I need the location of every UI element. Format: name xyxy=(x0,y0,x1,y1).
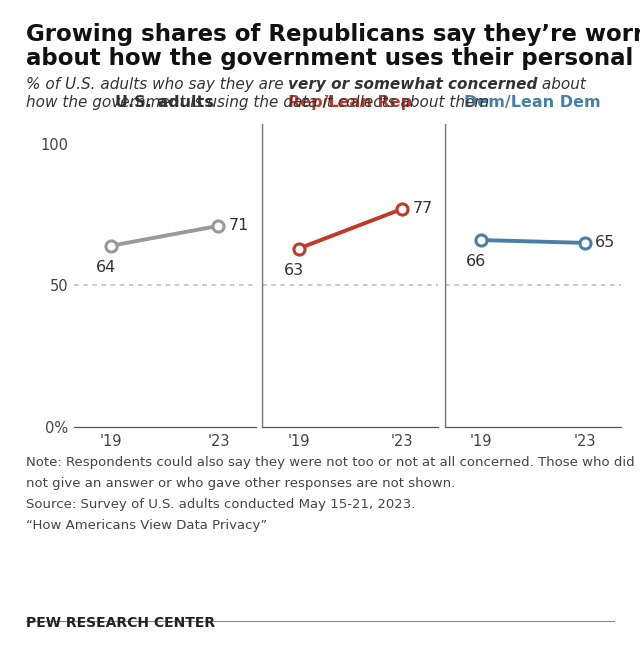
Text: Dem/Lean Dem: Dem/Lean Dem xyxy=(465,95,601,110)
Text: Note: Respondents could also say they were not too or not at all concerned. Thos: Note: Respondents could also say they we… xyxy=(26,456,634,469)
Text: 66: 66 xyxy=(466,254,486,269)
Text: Rep/Lean Rep: Rep/Lean Rep xyxy=(289,95,412,110)
Text: about: about xyxy=(538,77,586,92)
Text: U.S. adults: U.S. adults xyxy=(115,95,214,110)
Text: very or somewhat concerned: very or somewhat concerned xyxy=(288,77,538,92)
Text: 65: 65 xyxy=(595,235,615,250)
Text: 64: 64 xyxy=(95,260,116,275)
Text: how the government is using the data it collects about them: how the government is using the data it … xyxy=(26,95,489,110)
Text: Source: Survey of U.S. adults conducted May 15-21, 2023.: Source: Survey of U.S. adults conducted … xyxy=(26,498,415,511)
Text: not give an answer or who gave other responses are not shown.: not give an answer or who gave other res… xyxy=(26,477,455,490)
Text: about how the government uses their personal data: about how the government uses their pers… xyxy=(26,47,640,70)
Text: % of U.S. adults who say they are: % of U.S. adults who say they are xyxy=(26,77,288,92)
Text: Growing shares of Republicans say they’re worried: Growing shares of Republicans say they’r… xyxy=(26,23,640,46)
Text: 63: 63 xyxy=(284,263,303,278)
Text: PEW RESEARCH CENTER: PEW RESEARCH CENTER xyxy=(26,616,215,630)
Text: 71: 71 xyxy=(229,218,250,233)
Text: 77: 77 xyxy=(413,201,433,216)
Text: “How Americans View Data Privacy”: “How Americans View Data Privacy” xyxy=(26,519,267,532)
